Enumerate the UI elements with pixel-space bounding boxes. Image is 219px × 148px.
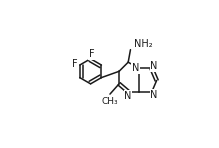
Text: N: N — [124, 91, 132, 101]
Text: N: N — [132, 63, 140, 73]
Text: N: N — [150, 90, 158, 100]
Text: N: N — [150, 61, 158, 71]
Text: F: F — [89, 49, 94, 59]
Text: F: F — [72, 59, 78, 69]
Text: CH₃: CH₃ — [102, 97, 118, 106]
Text: NH₂: NH₂ — [134, 38, 152, 49]
